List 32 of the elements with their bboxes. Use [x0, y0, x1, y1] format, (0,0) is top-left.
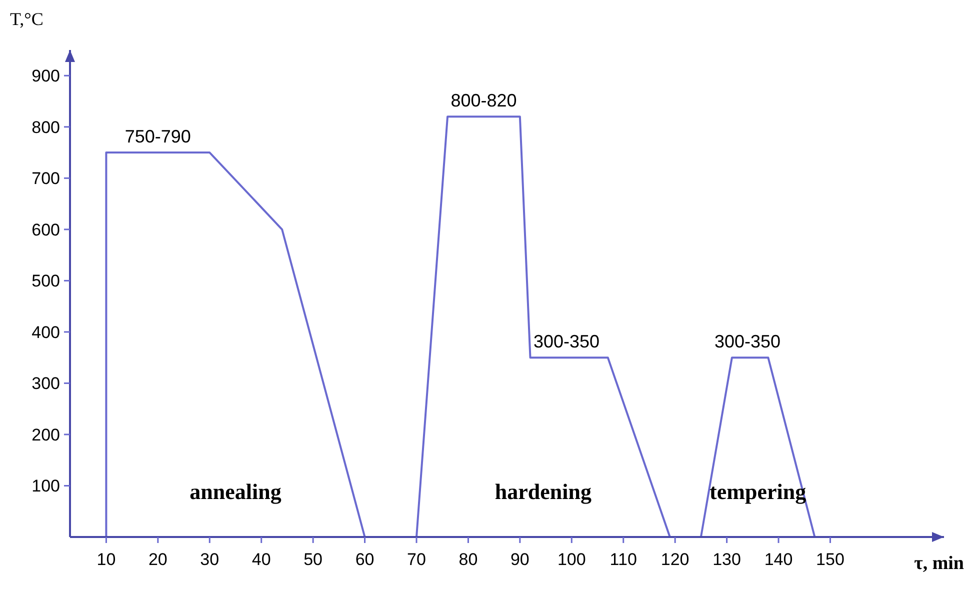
y-tick-label: 100: [32, 476, 60, 496]
x-axis-title: τ, min: [914, 553, 964, 574]
x-tick-label: 60: [355, 550, 374, 569]
annotation: 750-790: [124, 126, 191, 147]
x-tick-label: 100: [557, 550, 586, 569]
x-tick-label: 90: [510, 550, 530, 569]
x-tick-label: 120: [660, 550, 690, 569]
x-tick-label: 150: [816, 550, 844, 569]
y-tick-label: 600: [32, 220, 60, 240]
x-tick-label: 70: [407, 550, 426, 569]
y-tick-label: 300: [32, 374, 60, 394]
x-tick-label: 110: [610, 550, 637, 569]
x-tick-label: 10: [96, 550, 116, 569]
annotation: 800-820: [450, 90, 517, 111]
annotation: hardening: [494, 479, 592, 504]
y-tick-label: 900: [32, 66, 60, 86]
annotation: 300-350: [714, 332, 781, 352]
x-tick-label: 50: [304, 550, 323, 569]
x-tick-label: 30: [200, 550, 220, 569]
y-tick-label: 400: [32, 322, 60, 342]
x-tick-label: 40: [252, 550, 271, 569]
x-tick-label: 80: [458, 550, 478, 569]
x-tick-label: 20: [148, 550, 168, 569]
annotation: 300-350: [533, 332, 600, 352]
y-tick-label: 200: [32, 425, 60, 444]
x-tick-label: 130: [712, 550, 741, 569]
y-tick-label: 500: [32, 272, 60, 291]
x-tick-label: 140: [764, 550, 793, 569]
y-axis-title: T,°C: [10, 9, 44, 29]
annotation: annealing: [190, 479, 282, 504]
y-tick-label: 700: [32, 169, 60, 188]
y-tick-label: 800: [32, 118, 60, 137]
